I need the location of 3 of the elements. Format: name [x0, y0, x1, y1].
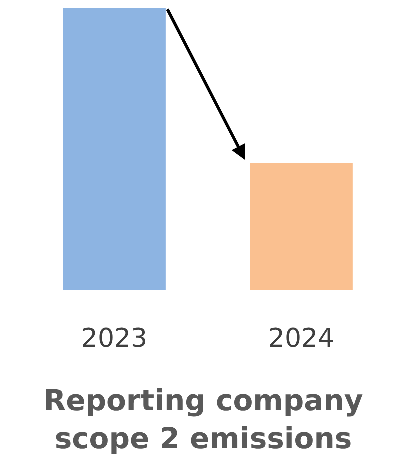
text: Reporting company scope 2 emissions [44, 384, 364, 456]
x-tick-label: 2023 [81, 324, 148, 354]
x-tick-label: 2024 [268, 324, 335, 354]
